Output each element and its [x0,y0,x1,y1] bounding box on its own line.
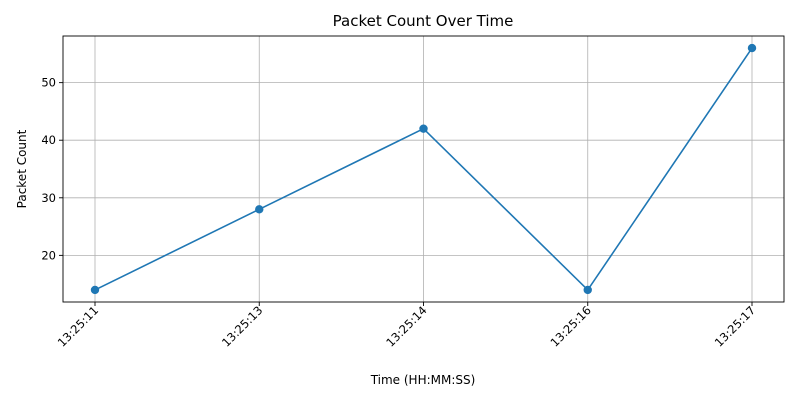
y-tick-label: 40 [41,133,56,147]
x-tick-label: 13:25:11 [55,303,101,349]
y-tick-label: 50 [41,76,56,90]
data-point [419,124,428,133]
data-point [255,205,264,214]
x-tick-label: 13:25:14 [383,303,429,349]
data-point [90,285,100,295]
x-tick-label: 13:25:17 [712,303,758,349]
y-axis-label: Packet Count [15,129,29,208]
grid-layer [63,36,784,302]
x-tick-label: 13:25:13 [219,303,265,349]
data-point [747,43,757,53]
y-tick-label: 20 [41,248,56,262]
x-axis-label: Time (HH:MM:SS) [370,373,476,387]
data-point [583,285,592,295]
x-tick-label: 13:25:16 [547,303,593,349]
chart-title: Packet Count Over Time [333,12,514,30]
series-layer [90,43,757,295]
ticks-layer: 20 30 40 50 13:25:11 13:25:13 13:25:14 13:25:16… [41,76,758,350]
y-tick-label: 30 [41,191,56,205]
